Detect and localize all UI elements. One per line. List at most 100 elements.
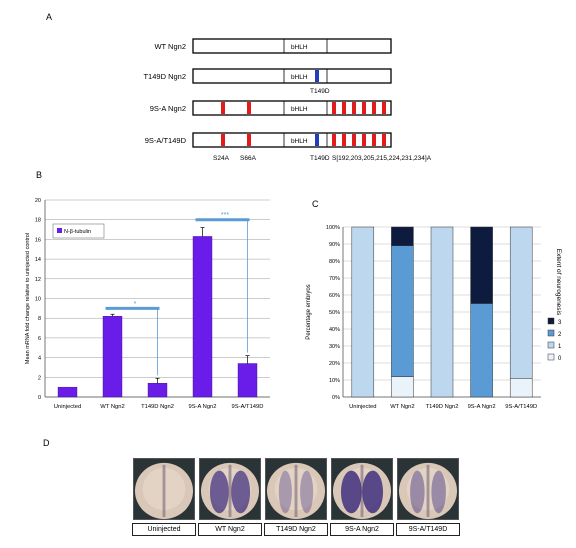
construct-box [192,100,392,116]
serine-to-alanine-site [342,134,346,146]
embryo-caption: Uninjected [132,523,196,536]
panel-label-c: C [312,199,319,209]
serine-to-alanine-site [352,102,356,114]
embryo-photo-row: Uninjected WT Ngn2 T149D Ngn2 9S-A Ngn2 9S-A… [132,458,460,538]
x-tick-label: T149D Ngn2 [426,404,459,410]
stacked-chart-neurogenesis: 0% 10% 20% 30% 40% 50% 60% 70% 80% 90% 100% Percent… [306,225,562,410]
serine-to-alanine-site [372,134,376,146]
embryo-image [398,459,458,519]
legend-label: 3 [558,320,562,326]
t149d-site [315,134,319,146]
serine-to-alanine-site [372,102,376,114]
legend-label: N-β-tubulin [64,229,91,235]
serine-to-alanine-site [352,134,356,146]
panel-label-a: A [46,12,52,22]
bar-9s-a-t149d [237,363,258,398]
s24a-label: S24A [213,155,230,162]
segment-level-0 [391,376,414,398]
y-tick-label: 6 [38,336,41,342]
construct-name: 9S-A/T149D [145,136,187,145]
serine-to-alanine-site [382,102,386,114]
bhlh-label: bHLH [291,74,308,81]
y-tick-label: 80% [329,259,340,265]
serine-to-alanine-site [221,134,225,146]
legend-swatch [547,329,555,337]
x-tick-label: T149D Ngn2 [141,404,174,410]
y-tick-label: 16 [35,237,41,243]
y-tick-label: 30% [329,344,340,350]
x-tick-label: 9S-A/T149D [232,404,264,410]
significance-label: *** [221,212,229,219]
mutation-label: T149D [310,88,330,95]
y-axis-label: Mean mRNA fold change relative to uninje… [25,233,31,364]
serine-to-alanine-site [247,102,251,114]
y-tick-label: 14 [35,257,41,263]
embryo-caption: WT Ngn2 [198,523,262,536]
panel-label-b: B [36,170,42,180]
legend-swatch [57,228,62,233]
stain-left [278,470,292,514]
legend-swatch [547,353,555,361]
embryo-image [134,459,194,519]
y-tick-label: 100% [326,225,340,231]
y-tick-label: 2 [38,375,41,381]
y-tick-label: 60% [329,293,340,299]
y-tick-label: 20 [35,198,41,204]
secondary-axis-label: Extent of neurogenesis [555,249,562,316]
x-tick-label: WT Ngn2 [390,404,414,410]
y-tick-label: 8 [38,316,41,322]
segment-level-3 [470,226,493,304]
stain-left [340,470,362,514]
legend-label: 1 [558,344,562,350]
t149d-site [315,70,319,82]
embryo-caption: 9S-A/T149D [396,523,460,536]
construct-name: 9S-A Ngn2 [150,104,186,113]
bar-wt-ngn2 [102,316,123,398]
bhlh-label: bHLH [291,44,308,51]
panel-label-d: D [43,438,50,448]
segment-level-3 [391,226,414,246]
serine-cluster-label: S[192,203,205,215,224,231,234]A [332,155,432,162]
stain-right [431,470,446,514]
segment-level-0 [509,378,533,398]
serine-to-alanine-site [362,102,366,114]
embryo-photo [397,458,459,520]
x-tick-label: 9S-A Ngn2 [188,404,216,410]
serine-to-alanine-site [362,134,366,146]
embryo-caption: T149D Ngn2 [264,523,328,536]
stain-right [362,470,384,514]
bar-t149d-ngn2 [147,383,168,398]
serine-to-alanine-site [332,134,336,146]
embryo-photo [133,458,195,520]
y-tick-label: 20% [329,361,340,367]
y-axis-label: Percentage embryos [306,284,312,339]
stain-left [410,470,425,514]
construct-box [192,132,392,148]
legend-box [52,223,105,239]
stain-left [209,470,229,514]
serine-to-alanine-site [332,102,336,114]
y-tick-label: 10 [35,297,41,303]
y-tick-label: 70% [329,276,340,282]
serine-to-alanine-site [342,102,346,114]
x-tick-label: WT Ngn2 [100,404,124,410]
bhlh-label: bHLH [291,138,308,145]
embryo-photo [199,458,261,520]
segment-level-1 [430,226,454,398]
serine-to-alanine-site [382,134,386,146]
segment-level-2 [391,245,414,377]
construct-name: T149D Ngn2 [143,72,186,81]
x-tick-label: 9S-A/T149D [505,404,537,410]
y-tick-label: 90% [329,242,340,248]
legend-swatch [547,317,555,325]
embryo-photo [331,458,393,520]
embryo-caption: 9S-A Ngn2 [330,523,394,536]
serine-to-alanine-site [247,134,251,146]
legend-label: 0 [558,356,562,362]
embryo-image [332,459,392,519]
y-tick-label: 10% [329,378,340,384]
embryo-image [200,459,260,519]
bar-9s-a-ngn2 [192,236,213,398]
